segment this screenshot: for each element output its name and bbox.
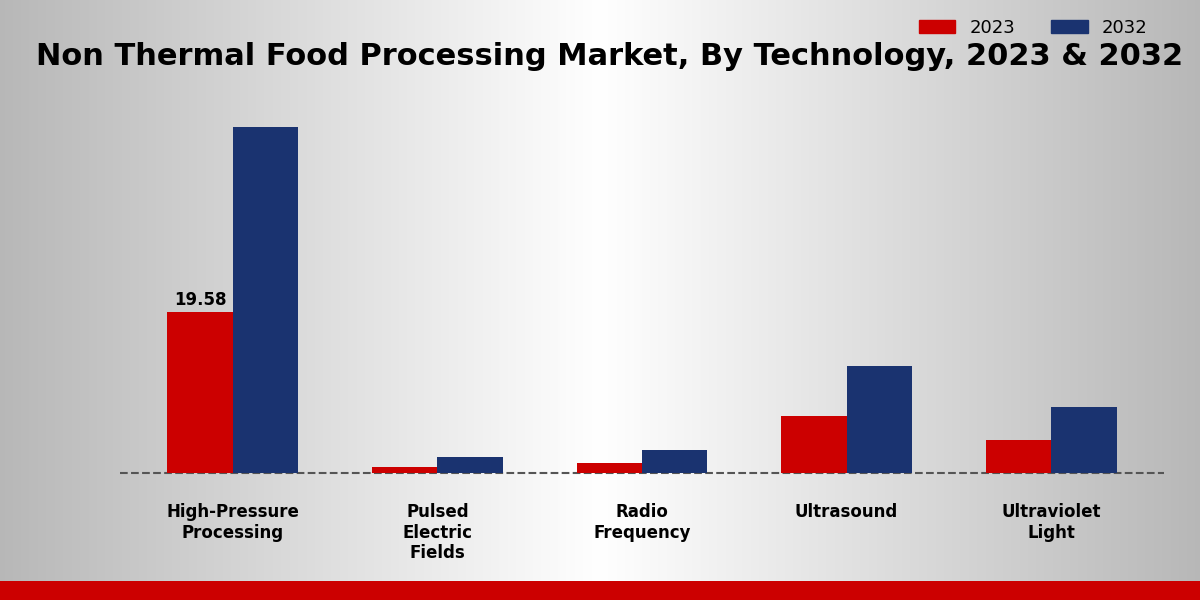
Legend: 2023, 2032: 2023, 2032 xyxy=(912,11,1154,44)
Bar xyxy=(846,366,912,473)
Bar xyxy=(1051,407,1116,473)
Text: 19.58: 19.58 xyxy=(174,291,227,309)
Bar xyxy=(372,467,438,473)
Bar xyxy=(985,440,1051,473)
Bar xyxy=(642,450,708,473)
Bar xyxy=(168,312,233,473)
Bar xyxy=(438,457,503,473)
Bar xyxy=(576,463,642,473)
Bar xyxy=(781,416,846,473)
Text: Non Thermal Food Processing Market, By Technology, 2023 & 2032: Non Thermal Food Processing Market, By T… xyxy=(36,42,1183,71)
Bar xyxy=(233,127,299,473)
